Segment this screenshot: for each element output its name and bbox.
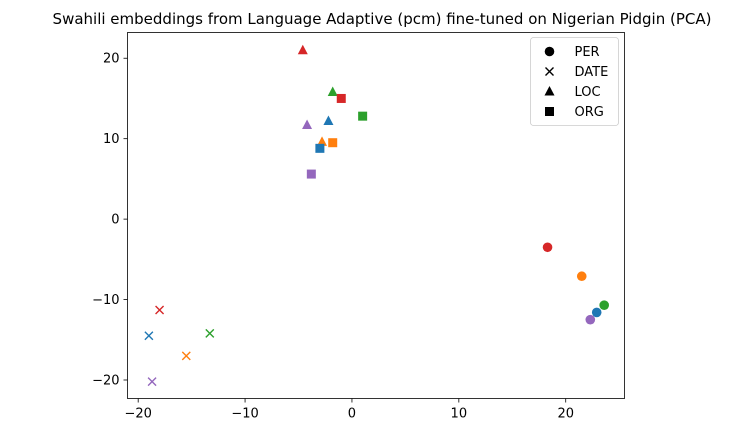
legend-marker-triangle bbox=[544, 86, 555, 96]
data-point-x bbox=[205, 328, 215, 338]
ticks-layer: −20 −10 0 10 20 −20 −10 0 10 20 bbox=[92, 52, 574, 422]
chart-title: Swahili embeddings from Language Adaptiv… bbox=[53, 10, 712, 28]
legend-marker-square bbox=[545, 107, 554, 116]
data-point-square bbox=[358, 111, 368, 121]
legend-label: ORG bbox=[575, 105, 604, 120]
data-point-square bbox=[315, 143, 325, 153]
legend-label: LOC bbox=[575, 85, 601, 100]
legend: PER DATE LOC ORG bbox=[530, 37, 619, 126]
y-tick-label: 10 bbox=[103, 132, 120, 147]
data-point-square bbox=[336, 93, 346, 103]
legend-label: DATE bbox=[575, 65, 609, 80]
data-point-x bbox=[147, 377, 157, 387]
data-point-triangle bbox=[302, 119, 313, 130]
data-point-circle bbox=[585, 314, 596, 325]
legend-label: PER bbox=[575, 45, 600, 60]
legend-marker-x bbox=[545, 67, 554, 76]
x-tick-label: −20 bbox=[124, 407, 151, 422]
y-tick-label: 20 bbox=[103, 52, 120, 67]
legend-box bbox=[530, 37, 619, 126]
data-point-x bbox=[144, 331, 154, 341]
plot-frame bbox=[127, 32, 625, 399]
data-point-x bbox=[155, 305, 165, 315]
data-point-circle bbox=[576, 271, 587, 282]
points-layer bbox=[144, 44, 609, 387]
data-point-square bbox=[306, 169, 316, 179]
y-tick-label: −10 bbox=[92, 293, 119, 308]
x-tick-label: 0 bbox=[348, 407, 356, 422]
legend-marker-circle bbox=[544, 46, 555, 57]
y-tick-label: 0 bbox=[111, 213, 119, 228]
data-point-square bbox=[328, 138, 338, 148]
x-tick-label: 10 bbox=[451, 407, 468, 422]
x-tick-label: 20 bbox=[557, 407, 574, 422]
data-point-triangle bbox=[317, 136, 328, 146]
y-tick-label: −20 bbox=[92, 373, 119, 388]
data-point-x bbox=[181, 351, 191, 361]
data-point-triangle bbox=[327, 86, 338, 97]
data-point-circle bbox=[591, 307, 602, 318]
data-point-circle bbox=[542, 242, 553, 253]
data-point-triangle bbox=[297, 44, 308, 55]
x-tick-label: −10 bbox=[231, 407, 258, 422]
data-point-triangle bbox=[323, 115, 334, 125]
data-point-circle bbox=[599, 300, 609, 310]
